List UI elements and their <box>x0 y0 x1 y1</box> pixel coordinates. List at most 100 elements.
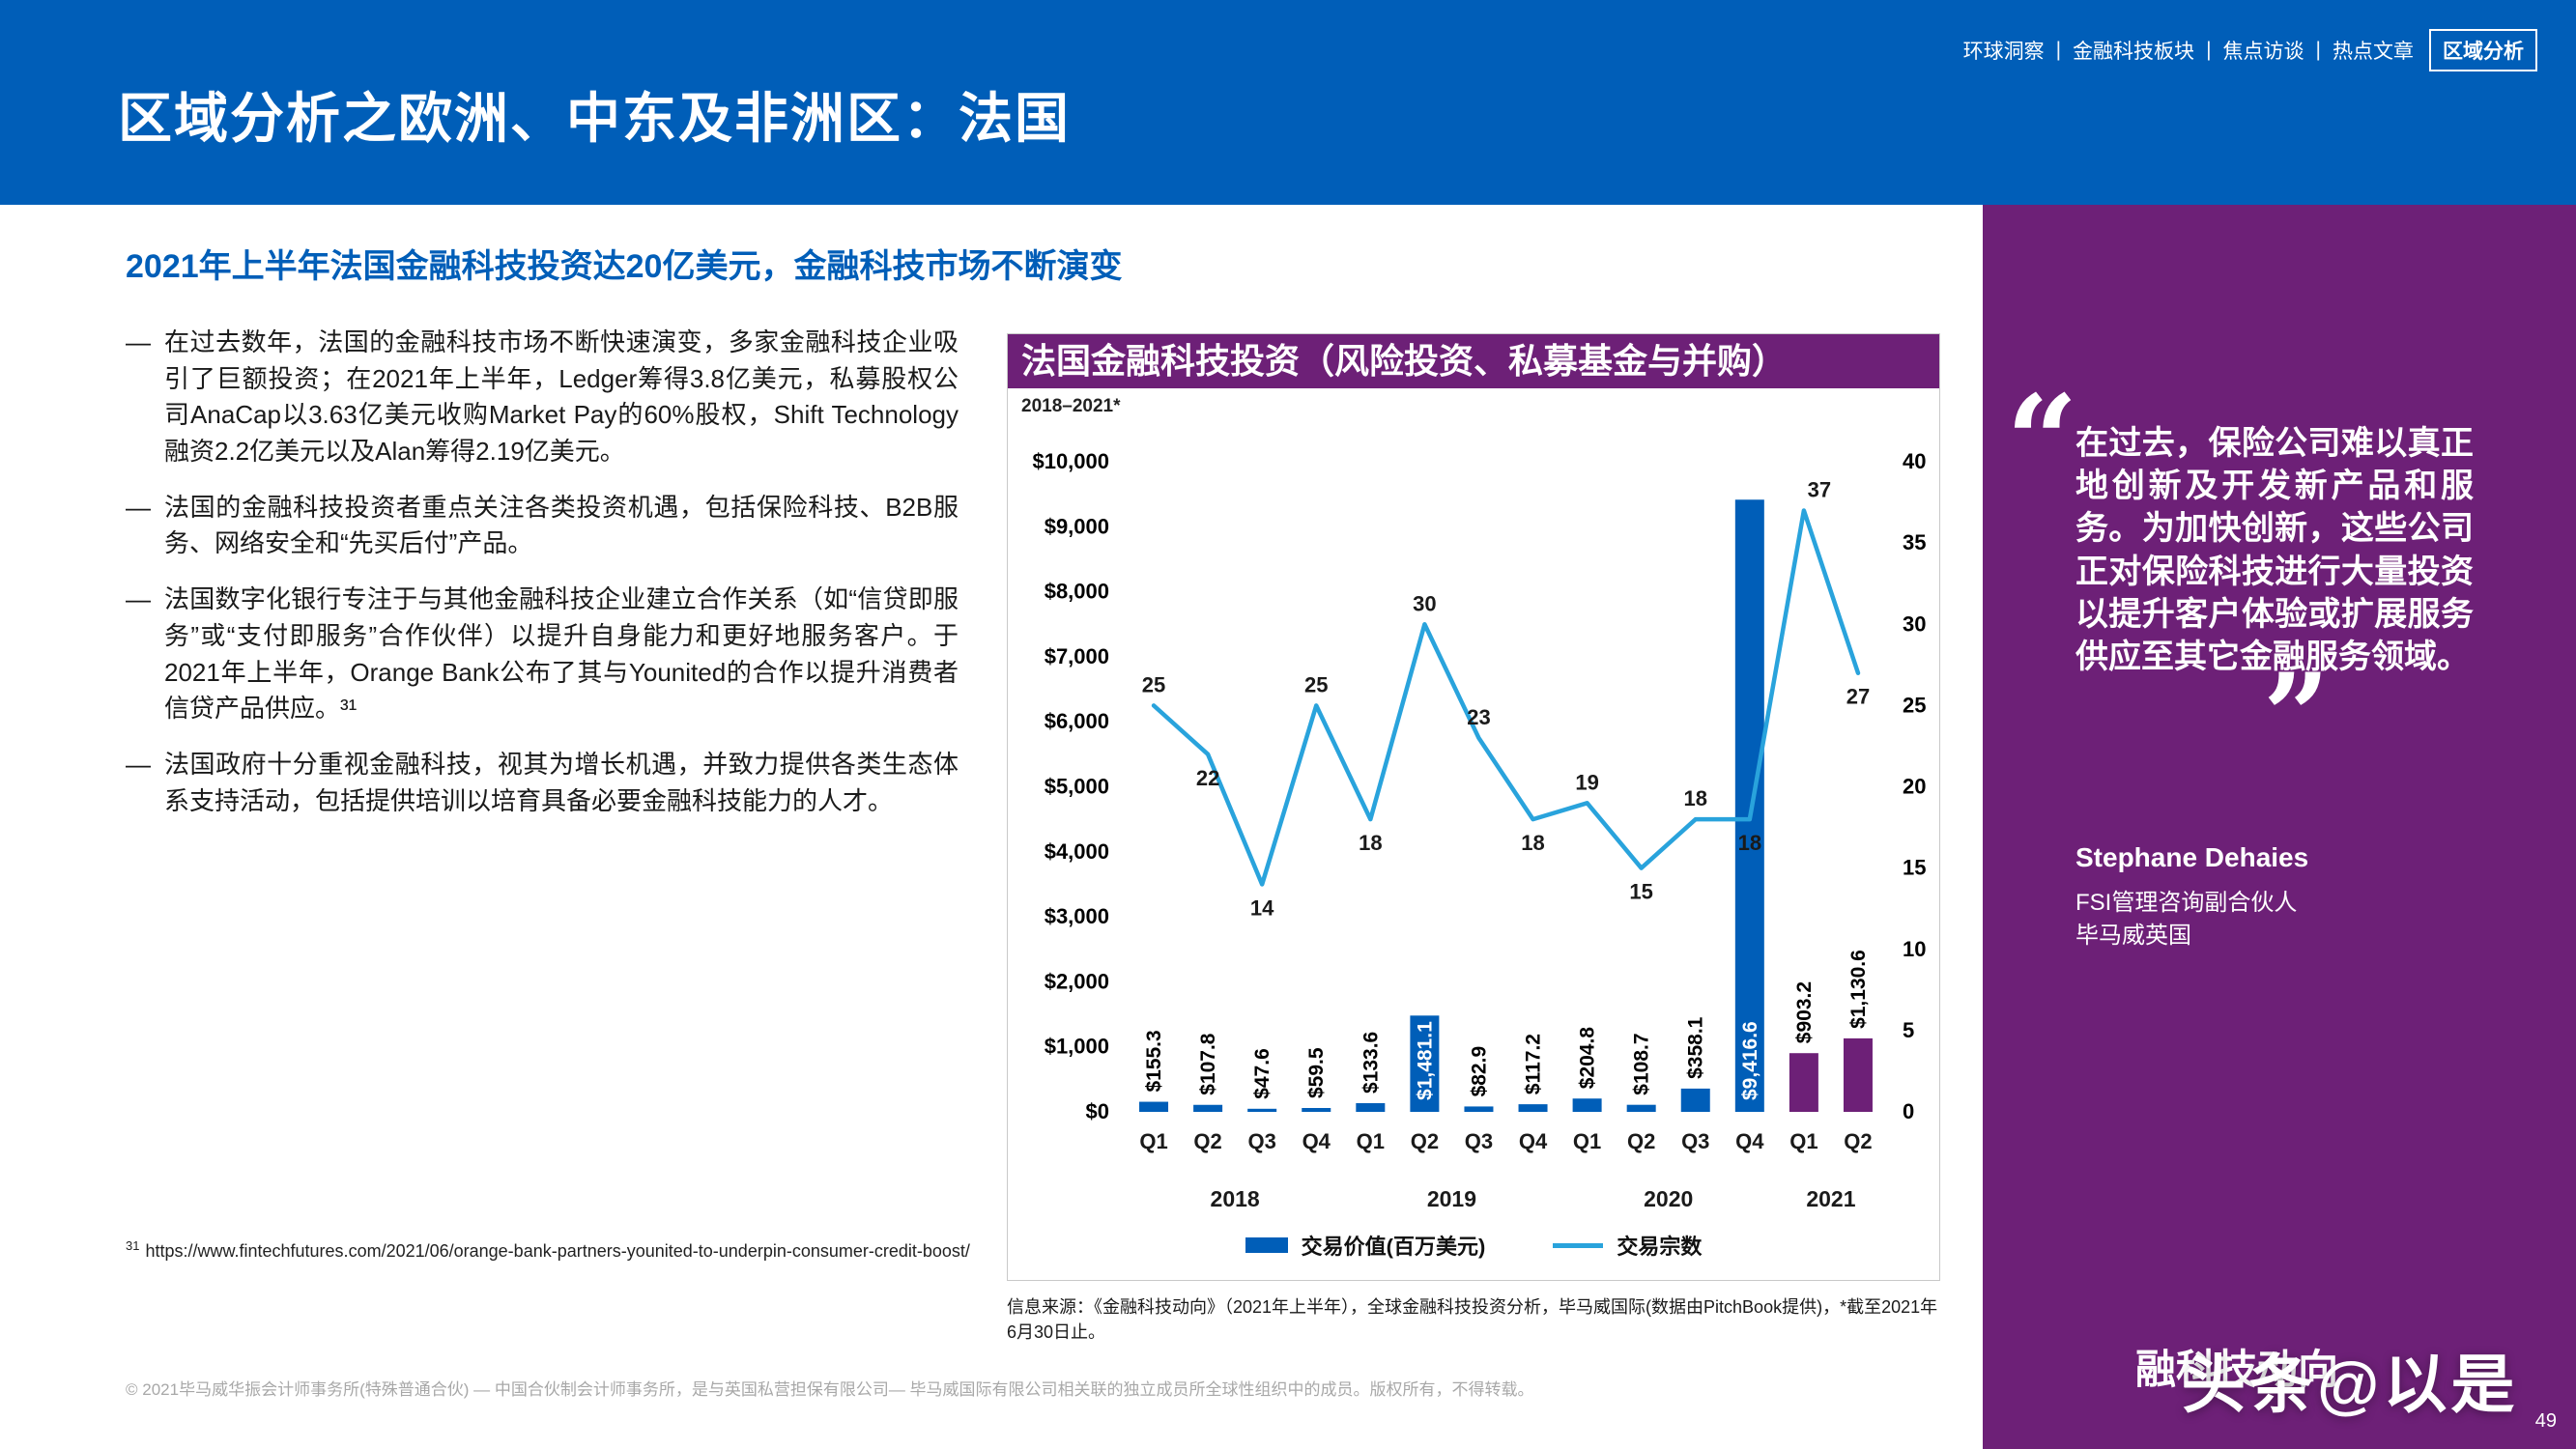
nav-separator: | <box>2315 39 2321 61</box>
bullet-text: 在过去数年，法国的金融科技市场不断快速演变，多家金融科技企业吸引了巨额投资；在2… <box>164 327 959 467</box>
bullet-text: 法国数字化银行专注于与其他金融科技企业建立合作关系（如“信贷即服务”或“支付即服… <box>164 584 959 724</box>
page-number: 49 <box>2534 1410 2557 1432</box>
svg-text:23: 23 <box>1467 705 1490 729</box>
bullet-dash: — <box>126 327 151 356</box>
svg-text:$7,000: $7,000 <box>1045 644 1109 668</box>
svg-text:2018: 2018 <box>1211 1186 1260 1211</box>
svg-text:15: 15 <box>1629 880 1652 904</box>
svg-text:Q1: Q1 <box>1789 1129 1818 1153</box>
quote-sidebar: “ 在过去，保险公司难以真正地创新及开发新产品和服务。为加快创新，这些公司正对保… <box>1983 205 2576 1449</box>
svg-text:$155.3: $155.3 <box>1143 1030 1165 1092</box>
svg-text:40: 40 <box>1903 449 1926 473</box>
svg-text:Q2: Q2 <box>1411 1129 1439 1153</box>
svg-text:Q2: Q2 <box>1193 1129 1221 1153</box>
author-title: FSI管理咨询副合伙人 <box>2075 890 2298 916</box>
chart-source-note: 信息来源：《金融科技动向》（2021年上半年），全球金融科技投资分析，毕马威国际… <box>1007 1297 1938 1343</box>
svg-text:$9,000: $9,000 <box>1045 514 1109 538</box>
svg-text:37: 37 <box>1808 477 1831 501</box>
svg-text:22: 22 <box>1196 766 1219 790</box>
footnote-url[interactable]: https://www.fintechfutures.com/2021/06/o… <box>145 1241 970 1261</box>
quote-close-icon: ” <box>2263 648 2331 784</box>
svg-text:25: 25 <box>1304 672 1328 696</box>
svg-text:$4,000: $4,000 <box>1045 839 1109 864</box>
svg-text:2019: 2019 <box>1427 1186 1476 1211</box>
svg-text:Q3: Q3 <box>1681 1129 1709 1153</box>
author-name: Stephane Dehaies <box>2075 842 2309 872</box>
svg-text:15: 15 <box>1903 856 1926 880</box>
svg-text:$107.8: $107.8 <box>1197 1033 1219 1095</box>
bullet-item: — 法国数字化银行专注于与其他金融科技企业建立合作关系（如“信贷即服务”或“支付… <box>126 582 959 727</box>
legend-bar-label: 交易价值(百万美元) <box>1301 1235 1486 1259</box>
bullet-dash: — <box>126 492 151 522</box>
svg-text:$10,000: $10,000 <box>1032 449 1109 473</box>
nav-item-global-insights[interactable]: 环球洞察 <box>1962 41 2045 63</box>
nav-item-regional-analysis-active[interactable]: 区域分析 <box>2429 29 2537 71</box>
svg-text:$2,000: $2,000 <box>1045 969 1109 993</box>
svg-text:$0: $0 <box>1086 1099 1109 1123</box>
svg-text:14: 14 <box>1250 895 1274 920</box>
svg-text:$82.9: $82.9 <box>1468 1046 1490 1097</box>
bullet-text: 法国的金融科技投资者重点关注各类投资机遇，包括保险科技、B2B服务、网络安全和“… <box>164 492 959 558</box>
top-nav: 环球洞察 | 金融科技板块 | 焦点访谈 | 热点文章 区域分析 <box>1963 29 2537 71</box>
legend-item-deal-value: 交易价值(百万美元) <box>1245 1230 1486 1261</box>
svg-text:Q1: Q1 <box>1357 1129 1385 1153</box>
svg-text:10: 10 <box>1903 937 1926 961</box>
top-header-bar: 环球洞察 | 金融科技板块 | 焦点访谈 | 热点文章 区域分析 区域分析之欧洲… <box>0 0 2576 205</box>
quote-text: 在过去，保险公司难以真正地创新及开发新产品和服务。为加快创新，这些公司正对保险科… <box>2075 425 2474 675</box>
svg-text:Q2: Q2 <box>1844 1129 1872 1153</box>
bullet-list: — 在过去数年，法国的金融科技市场不断快速演变，多家金融科技企业吸引了巨额投资；… <box>126 325 959 838</box>
svg-text:$5,000: $5,000 <box>1045 775 1109 799</box>
nav-item-fintech-segment[interactable]: 金融科技板块 <box>2073 41 2195 63</box>
svg-text:Q3: Q3 <box>1465 1129 1493 1153</box>
svg-text:Q3: Q3 <box>1247 1129 1275 1153</box>
legend-line-label: 交易宗数 <box>1617 1235 1703 1259</box>
svg-text:$117.2: $117.2 <box>1523 1034 1545 1094</box>
bullet-item: — 法国的金融科技投资者重点关注各类投资机遇，包括保险科技、B2B服务、网络安全… <box>126 490 959 562</box>
svg-text:$1,130.6: $1,130.6 <box>1847 950 1870 1029</box>
section-heading: 2021年上半年法国金融科技投资达20亿美元，金融科技市场不断演变 <box>126 248 1123 285</box>
legend-item-deal-count: 交易宗数 <box>1553 1230 1702 1261</box>
bullet-item: — 在过去数年，法国的金融科技市场不断快速演变，多家金融科技企业吸引了巨额投资；… <box>126 325 959 470</box>
legend-bar-swatch <box>1245 1237 1288 1253</box>
svg-text:$133.6: $133.6 <box>1360 1032 1382 1094</box>
quote-open-icon: “ <box>2006 367 2078 515</box>
chart-subtitle: 2018–2021* <box>1021 396 1121 416</box>
svg-text:20: 20 <box>1903 775 1926 799</box>
svg-text:Q4: Q4 <box>1519 1129 1548 1153</box>
svg-text:$358.1: $358.1 <box>1685 1016 1707 1079</box>
svg-text:30: 30 <box>1903 611 1926 636</box>
svg-text:19: 19 <box>1575 770 1598 794</box>
legend-line-swatch <box>1553 1242 1604 1248</box>
svg-text:$8,000: $8,000 <box>1045 580 1109 604</box>
svg-text:0: 0 <box>1903 1099 1914 1123</box>
svg-text:18: 18 <box>1359 831 1382 855</box>
svg-text:$1,481.1: $1,481.1 <box>1414 1021 1436 1100</box>
svg-text:Q1: Q1 <box>1573 1129 1601 1153</box>
svg-text:18: 18 <box>1738 831 1761 855</box>
svg-text:$59.5: $59.5 <box>1305 1047 1328 1098</box>
nav-separator: | <box>2055 39 2062 61</box>
svg-text:2021: 2021 <box>1806 1186 1855 1211</box>
svg-text:5: 5 <box>1903 1018 1914 1042</box>
svg-text:Q4: Q4 <box>1735 1129 1764 1153</box>
svg-text:25: 25 <box>1903 693 1926 717</box>
svg-text:Q2: Q2 <box>1627 1129 1655 1153</box>
nav-item-hot-articles[interactable]: 热点文章 <box>2333 41 2414 63</box>
svg-text:18: 18 <box>1521 831 1544 855</box>
svg-text:$9,416.6: $9,416.6 <box>1739 1021 1761 1100</box>
svg-text:30: 30 <box>1413 591 1436 615</box>
nav-item-focus-interview[interactable]: 焦点访谈 <box>2222 41 2304 63</box>
svg-text:$1,000: $1,000 <box>1045 1035 1109 1059</box>
svg-text:$6,000: $6,000 <box>1045 709 1109 733</box>
page-title: 区域分析之欧洲、中东及非洲区：法国 <box>118 88 1071 149</box>
bullet-dash: — <box>126 584 151 614</box>
svg-text:25: 25 <box>1142 672 1165 696</box>
svg-text:27: 27 <box>1846 685 1870 709</box>
chart-legend: 交易价值(百万美元) 交易宗数 <box>1008 1224 1939 1280</box>
nav-separator: | <box>2206 39 2212 61</box>
bullet-dash: — <box>126 749 151 779</box>
bullet-text: 法国政府十分重视金融科技，视其为增长机遇，并致力提供各类生态体系支持活动，包括提… <box>164 749 959 815</box>
svg-text:$903.2: $903.2 <box>1793 981 1816 1043</box>
copyright-line: © 2021毕马威华振会计师事务所(特殊普通合伙) — 中国合伙制会计师事务所，… <box>126 1380 1534 1399</box>
svg-text:Q4: Q4 <box>1302 1129 1331 1153</box>
